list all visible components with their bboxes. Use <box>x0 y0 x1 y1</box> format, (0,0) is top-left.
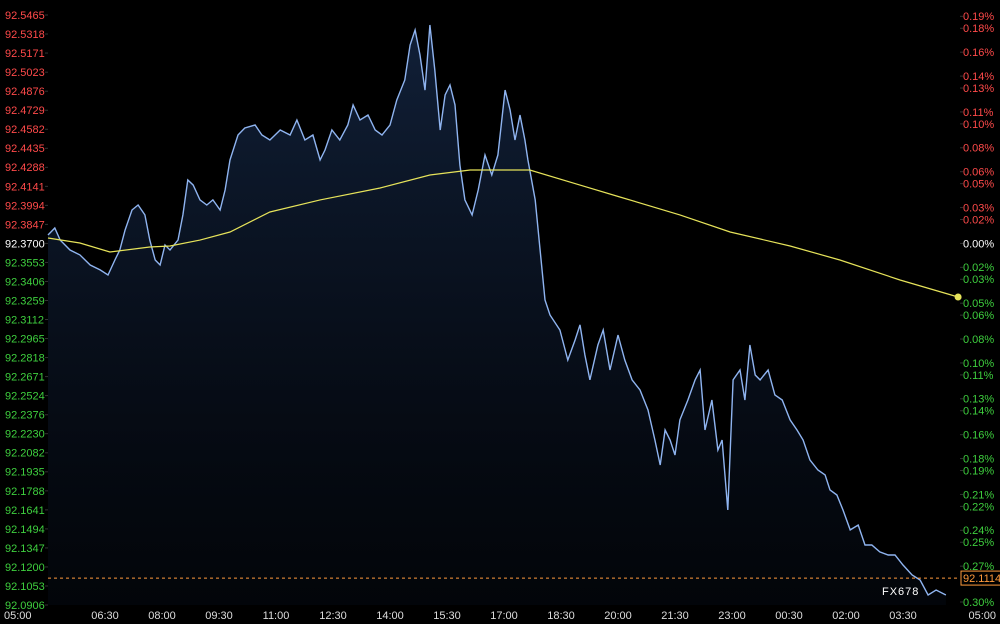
x-tick-label: 17:00 <box>490 610 518 622</box>
y2-tick-label: 0.08% <box>963 334 994 346</box>
y-tick-label: 92.1788 <box>5 486 45 498</box>
y2-tick-label: 0.30% <box>963 597 994 609</box>
x-tick-label: 14:00 <box>376 610 404 622</box>
y2-tick-label: 0.02% <box>963 214 994 226</box>
y-tick-label: 92.5171 <box>5 48 45 60</box>
y2-tick-label: 0.14% <box>963 406 994 418</box>
y-tick-label: 92.3700 <box>5 238 45 250</box>
y-tick-label: 92.1347 <box>5 543 45 555</box>
y-tick-label: 92.3406 <box>5 276 45 288</box>
x-tick-label: 18:30 <box>547 610 575 622</box>
y-tick-label: 92.2524 <box>5 391 45 403</box>
x-tick-label: 15:30 <box>433 610 461 622</box>
y-tick-label: 92.4141 <box>5 181 45 193</box>
y2-tick-label: 0.16% <box>963 430 994 442</box>
y2-tick-label: 0.06% <box>963 310 994 322</box>
y-tick-label: 92.3847 <box>5 219 45 231</box>
y-tick-label: 92.4288 <box>5 162 45 174</box>
y-tick-label: 92.2818 <box>5 352 45 364</box>
y-tick-label: 92.5023 <box>5 67 45 79</box>
y-tick-label: 92.3112 <box>5 314 44 326</box>
y2-tick-label: 0.13% <box>963 394 994 406</box>
y2-tick-label: 0.11% <box>963 107 994 119</box>
y2-tick-label: 0.27% <box>963 561 994 573</box>
area-fill <box>48 24 946 605</box>
y-tick-label: 92.2230 <box>5 429 45 441</box>
y2-tick-label: 0.08% <box>963 143 994 155</box>
y-tick-label: 92.5465 <box>5 10 45 22</box>
y-tick-label: 92.4729 <box>5 105 45 117</box>
y-tick-label: 92.0906 <box>5 600 45 612</box>
y-tick-label: 92.2671 <box>5 371 45 383</box>
current-price-box <box>960 570 1000 586</box>
x-tick-label: 21:30 <box>661 610 689 622</box>
x-tick-label: 23:00 <box>718 610 746 622</box>
y2-tick-label: 0.02% <box>963 262 994 274</box>
x-tick-label: 12:30 <box>319 610 347 622</box>
y2-tick-label: 0.14% <box>963 71 994 83</box>
y2-tick-label: 0.03% <box>963 274 994 286</box>
y2-tick-label: 0.10% <box>963 358 994 370</box>
x-tick-label: 20:00 <box>604 610 632 622</box>
y-tick-label: 92.3259 <box>5 295 45 307</box>
y2-tick-label: 0.21% <box>963 489 994 501</box>
price-line <box>47 169 959 298</box>
y2-tick-label: 0.19% <box>963 11 994 23</box>
y2-tick-label: 0.18% <box>963 23 994 35</box>
x-tick-label: 11:00 <box>263 610 290 622</box>
watermark: FX678 <box>882 586 919 598</box>
y2-tick-label: 0.25% <box>963 537 994 549</box>
y-tick-label: 92.4876 <box>5 86 45 98</box>
y-tick-label: 92.2082 <box>5 448 45 460</box>
y2-tick-label: 0.16% <box>963 47 994 59</box>
y-tick-label: 92.2376 <box>5 410 45 422</box>
x-tick-label: 05:00 <box>4 610 32 622</box>
y-tick-label: 92.1200 <box>5 562 45 574</box>
y2-tick-label: 0.00% <box>963 238 994 250</box>
x-tick-label: 05:00 <box>968 610 996 622</box>
x-tick-label: 06:30 <box>91 610 119 622</box>
x-tick-label: 09:30 <box>205 610 233 622</box>
x-tick-label: 00:30 <box>775 610 803 622</box>
y-tick-label: 92.1494 <box>5 524 45 536</box>
y2-tick-label: 0.03% <box>963 202 994 214</box>
y2-tick-label: 0.10% <box>963 119 994 131</box>
y-tick-label: 92.3553 <box>5 257 45 269</box>
y-tick-label: 92.3994 <box>5 200 45 212</box>
current-price-label: 92.1114 <box>963 573 1000 585</box>
y-tick-label: 92.5318 <box>5 29 45 41</box>
y2-tick-label: 0.11% <box>963 370 994 382</box>
y-tick-label: 92.1641 <box>5 505 45 517</box>
x-tick-label: 02:00 <box>832 610 860 622</box>
y2-tick-label: 0.19% <box>963 465 994 477</box>
y2-tick-label: 0.05% <box>963 179 994 191</box>
price-line <box>47 24 947 596</box>
end-dot <box>954 293 962 301</box>
y2-tick-label: 0.05% <box>963 298 994 310</box>
y2-tick-label: 0.24% <box>963 525 994 537</box>
y-tick-label: 92.4435 <box>5 143 45 155</box>
y-tick-label: 92.1053 <box>5 581 45 593</box>
y-tick-label: 92.4582 <box>5 124 45 136</box>
y-tick-label: 92.2965 <box>5 333 45 345</box>
y2-tick-label: 0.13% <box>963 83 994 95</box>
x-tick-label: 03:30 <box>889 610 917 622</box>
x-tick-label: 08:00 <box>148 610 176 622</box>
y-tick-label: 92.1935 <box>5 467 45 479</box>
y2-tick-label: 0.18% <box>963 453 994 465</box>
y2-tick-label: 0.06% <box>963 167 994 179</box>
y2-tick-label: 0.22% <box>963 501 994 513</box>
